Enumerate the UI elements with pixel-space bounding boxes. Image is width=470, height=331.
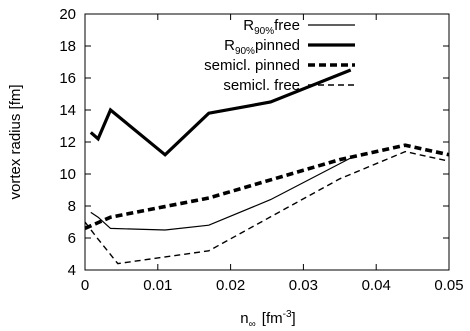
x-axis-label-base: n	[240, 310, 248, 327]
legend-label-3: semicl. free	[223, 77, 300, 94]
x-axis-label-unit-end: ]	[292, 310, 296, 327]
legend-label-0: R90%free	[243, 17, 300, 37]
y-tick-label: 16	[59, 70, 76, 87]
axis-ticks: 0 0.01 0.02 0.03 0.04 0.05 4 6 8 10 12 14 16 18 20	[59, 6, 463, 294]
y-tick-label: 12	[59, 134, 76, 151]
legend-label-1: R90%pinned	[224, 37, 300, 57]
y-axis-label: vortex radius [fm]	[7, 84, 24, 199]
x-tick-label: 0.04	[362, 277, 391, 294]
x-axis-label-unit: [fm	[262, 310, 283, 327]
y-tick-label: 8	[68, 198, 76, 215]
x-axis-label: n∞ [fm-3]	[240, 309, 295, 330]
x-axis-label-unit-sup: -3	[283, 309, 292, 320]
x-tick-label: 0.05	[434, 277, 463, 294]
series-lines	[84, 68, 450, 265]
y-tick-label: 10	[59, 166, 76, 183]
y-tick-label: 6	[68, 230, 76, 247]
x-tick-label: 0.01	[143, 277, 172, 294]
x-tick-label: 0.03	[289, 277, 318, 294]
y-tick-label: 14	[59, 102, 76, 119]
series-line-1	[89, 68, 352, 157]
y-tick-label: 18	[59, 38, 76, 55]
series-line-2	[84, 143, 450, 231]
series-line-3	[84, 150, 450, 265]
x-tick-label: 0	[81, 277, 89, 294]
y-tick-label: 20	[59, 6, 76, 23]
series-line-0	[90, 157, 351, 231]
legend-label-2: semicl. pinned	[204, 57, 300, 74]
x-tick-label: 0.02	[216, 277, 245, 294]
y-tick-label: 4	[68, 262, 76, 279]
x-axis-label-sub: ∞	[249, 319, 256, 330]
